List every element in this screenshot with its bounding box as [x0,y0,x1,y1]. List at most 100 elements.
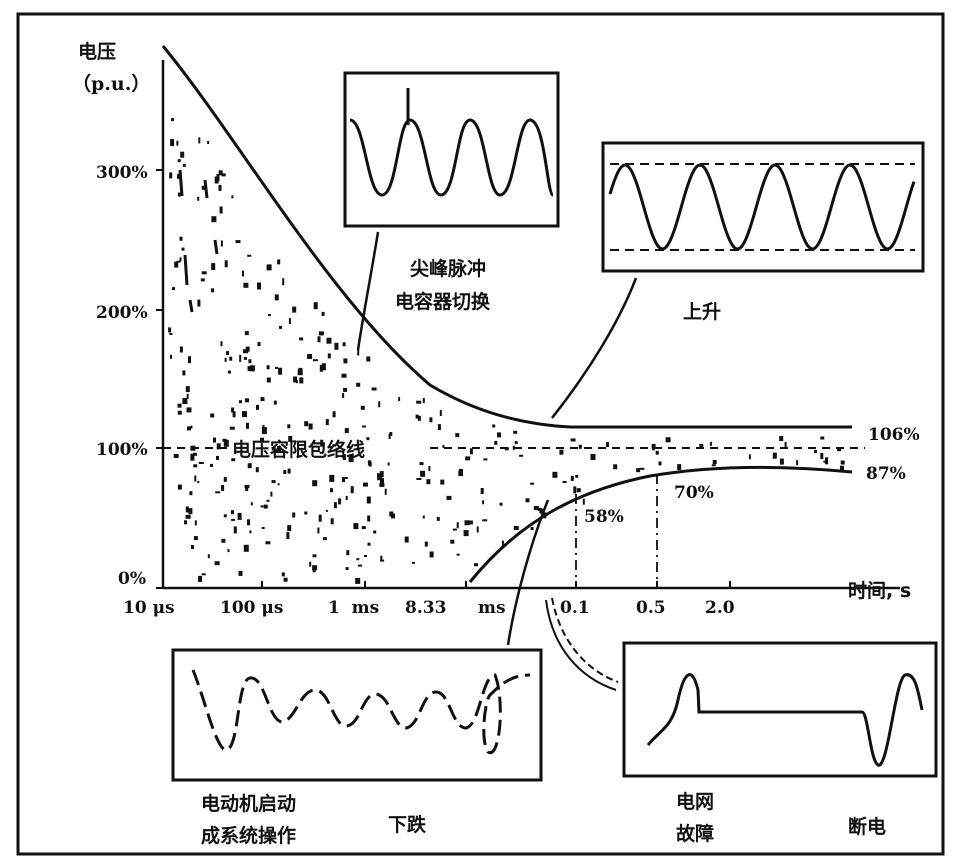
scatter-point [411,561,415,564]
scatter-point [465,456,471,461]
scatter-point [198,575,203,582]
scatter-point [223,476,227,482]
scatter-point [426,479,431,485]
scatter-point [373,530,377,534]
scatter-point [210,463,213,467]
scatter-point [578,444,582,449]
scatter-point [256,404,259,410]
scatter-point [250,502,253,506]
scatter-point [366,356,371,362]
scatter-point [186,407,192,413]
scatter-point [483,458,488,461]
scatter-point [343,358,348,364]
scatter-point [288,318,291,325]
scatter-point [533,506,539,510]
scatter-point [210,413,215,418]
scatter-point [260,505,264,508]
scatter-point [825,457,829,465]
scatter-point [171,118,174,122]
scatter-point [363,482,368,487]
scatter-point [174,261,179,268]
scatter-point [570,475,574,481]
scatter-point [343,387,348,392]
scatter-point [273,400,277,405]
scatter-point [283,469,287,474]
scatter-point [220,240,223,247]
scatter-point [318,514,322,522]
scatter-point [277,259,281,265]
scatter-point [286,532,290,540]
scatter-point [192,452,197,456]
scatter-point [380,555,383,561]
scatter-point [193,536,198,541]
scatter-point [224,260,228,268]
scatter-point [213,437,216,443]
scatter-point [190,453,195,461]
scatter-point [318,331,324,336]
scatter-point [366,437,370,441]
scatter-point [255,467,259,473]
scatter-point [366,496,371,504]
scatter-point [307,354,313,359]
scatter-point [223,439,229,447]
scatter-point [709,441,712,446]
scatter-point [346,550,350,556]
scatter-point [169,332,173,335]
x-tick-8-33: 8.33 [405,598,446,618]
scatter-point [513,526,519,530]
scatter-point [325,509,328,512]
scatter-point [362,425,366,428]
scatter-point [814,450,817,453]
scatter-point [364,555,367,557]
scatter-point [779,436,784,441]
scatter-point [748,454,751,460]
scatter-point [699,443,704,448]
scatter-point [636,468,641,473]
scatter-point [514,441,518,445]
scatter-point [299,377,304,384]
scatter-point [245,346,250,352]
scatter-point [263,504,268,509]
scatter-point [416,478,422,480]
scatter-point [277,445,282,452]
scatter-point [512,445,515,450]
scatter-point [292,512,296,518]
scatter-point [474,563,478,567]
scatter-streak [183,254,189,286]
outage-leader-line-2 [545,599,617,691]
scatter-point [639,467,645,470]
scatter-point [178,192,181,197]
scatter-point [450,539,455,544]
scatter-point [177,410,182,415]
scatter-point [456,522,459,529]
scatter-point [181,247,185,251]
scatter-point [295,380,298,384]
scatter-point [419,462,424,466]
scatter-point [247,519,250,526]
scatter-point [367,542,371,546]
scatter-point [840,465,844,472]
scatter-point [317,336,321,343]
scatter-point [282,278,285,286]
scatter-point [268,314,271,317]
scatter-point [227,370,231,374]
scatter-point [456,553,460,556]
scatter-point [214,176,219,184]
scatter-point [261,527,265,529]
scatter-point [229,426,235,430]
scatter-point [312,359,318,362]
scatter-point [187,426,191,431]
scatter-point [221,173,226,177]
scatter-point [231,407,235,413]
scatter-point [711,464,716,467]
y-tick-0: 0% [118,569,146,589]
y-tick-200: 200% [96,303,148,323]
outage-caption-line-1: 电网 [676,790,714,813]
scatter-point [287,468,291,474]
scatter-point [243,349,249,354]
x-tick-10us: 10 μs [123,598,175,618]
scatter-point [214,561,220,566]
scatter-point [177,484,182,490]
scatter-point [274,294,279,301]
scatter-point [429,417,433,423]
